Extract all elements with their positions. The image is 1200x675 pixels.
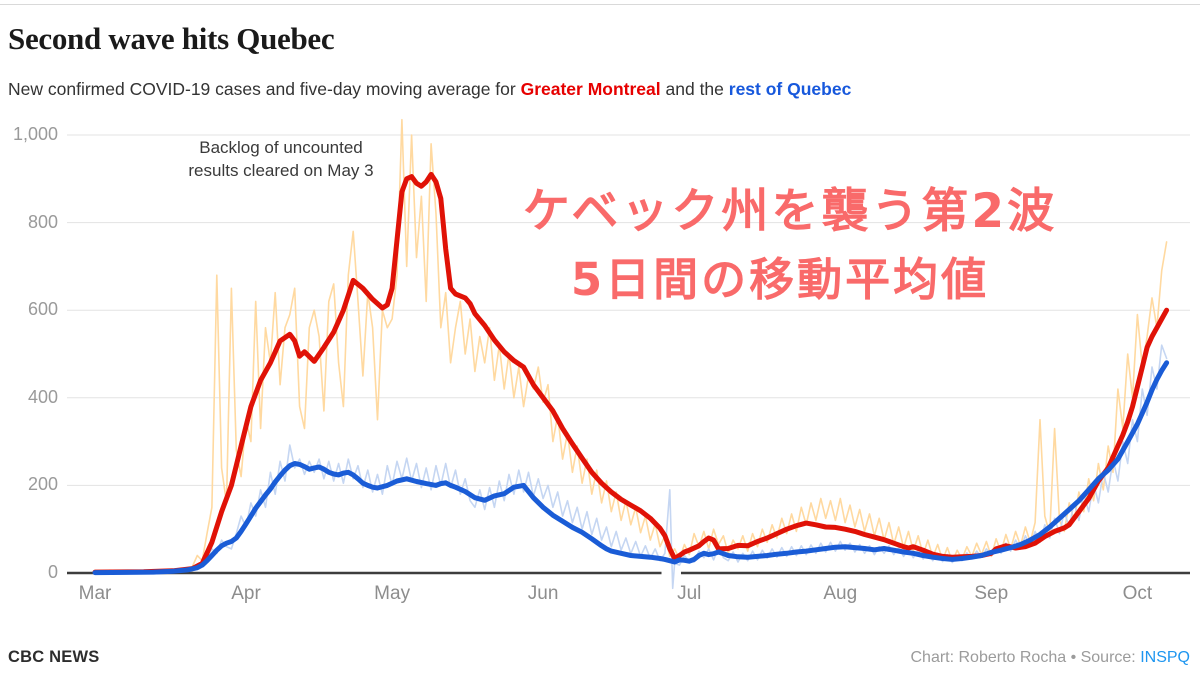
y-axis-label-1000: 1,000	[12, 124, 58, 144]
chart-subtitle: New confirmed COVID-19 cases and five-da…	[8, 79, 851, 100]
page-title: Second wave hits Quebec	[8, 21, 335, 56]
credit-text: Chart: Roberto Rocha • Source:	[910, 649, 1141, 666]
x-axis-label-may: May	[374, 583, 411, 604]
subtitle-rest-of-quebec: rest of Quebec	[728, 79, 852, 99]
x-axis-label-jul: Jul	[677, 583, 702, 604]
x-axis-label-oct: Oct	[1122, 583, 1153, 604]
y-axis-label-600: 600	[27, 299, 58, 320]
annotation-line-1: Backlog of uncounted	[199, 138, 363, 157]
x-axis-label-jun: Jun	[527, 583, 559, 604]
y-axis-label-200: 200	[27, 474, 58, 495]
x-axis-label-apr: Apr	[231, 583, 261, 604]
handwritten-overlay-line-2: 5日間の移動平均値	[570, 253, 990, 306]
subtitle-greater-montreal: Greater Montreal	[520, 79, 661, 99]
subtitle-middle: and the	[660, 79, 729, 99]
subtitle-prefix: New confirmed COVID-19 cases and five-da…	[8, 79, 521, 99]
series-line-rest-of-quebec-daily-cases	[162, 344, 1168, 590]
top-divider	[0, 4, 1200, 5]
x-axis-label-aug: Aug	[823, 583, 858, 604]
chart-annotation: Backlog of uncounted results cleared on …	[131, 137, 431, 182]
series-line-rest-of-quebec-five-day-moving-average	[92, 360, 1170, 576]
y-axis-label-400: 400	[27, 386, 58, 407]
source-link-inspq[interactable]: INSPQ	[1140, 649, 1190, 666]
annotation-line-2: results cleared on May 3	[188, 160, 374, 180]
cbc-news-logo: CBC NEWS	[8, 648, 100, 666]
x-axis-label-mar: Mar	[78, 583, 112, 604]
series-line-greater-montreal-daily-cases	[181, 118, 1168, 572]
x-axis-label-sep: Sep	[974, 583, 1009, 604]
y-axis-label-800: 800	[27, 211, 58, 232]
y-axis-label-0: 0	[47, 562, 58, 582]
handwritten-overlay-line-1: ケベック州を襲う第2波	[522, 184, 1058, 239]
chart-credit: Chart: Roberto Rocha • Source: INSPQ	[910, 649, 1190, 667]
